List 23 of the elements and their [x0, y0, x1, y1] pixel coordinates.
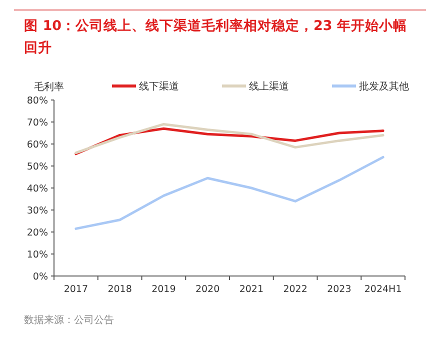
legend-label: 线上渠道	[249, 80, 289, 92]
x-tick-label: 2020	[195, 284, 220, 295]
y-tick-label: 20%	[26, 228, 48, 238]
y-tick-label: 10%	[26, 250, 48, 260]
x-tick-label: 2021	[239, 284, 264, 295]
source-note: 数据来源：公司公告	[24, 314, 114, 326]
x-tick-label: 2017	[64, 284, 88, 295]
y-axis-title: 毛利率	[34, 81, 64, 93]
y-tick-label: 70%	[26, 118, 48, 128]
y-tick-label: 40%	[26, 184, 48, 194]
y-tick-label: 80%	[26, 96, 48, 106]
legend-label: 线下渠道	[139, 80, 179, 92]
x-tick-label: 2019	[152, 284, 176, 295]
x-tick-label: 2022	[283, 284, 308, 295]
y-tick-label: 0%	[32, 272, 48, 282]
y-tick-label: 50%	[26, 162, 48, 172]
y-tick-label: 60%	[26, 140, 48, 150]
y-tick-label: 30%	[26, 206, 48, 216]
chart-title: 图 10：公司线上、线下渠道毛利率相对稳定，23 年开始小幅回升	[24, 17, 407, 56]
x-tick-label: 2023	[327, 284, 352, 295]
x-tick-label: 2024H1	[364, 284, 402, 295]
legend-label: 批发及其他	[359, 80, 409, 92]
x-tick-label: 2018	[108, 284, 132, 295]
